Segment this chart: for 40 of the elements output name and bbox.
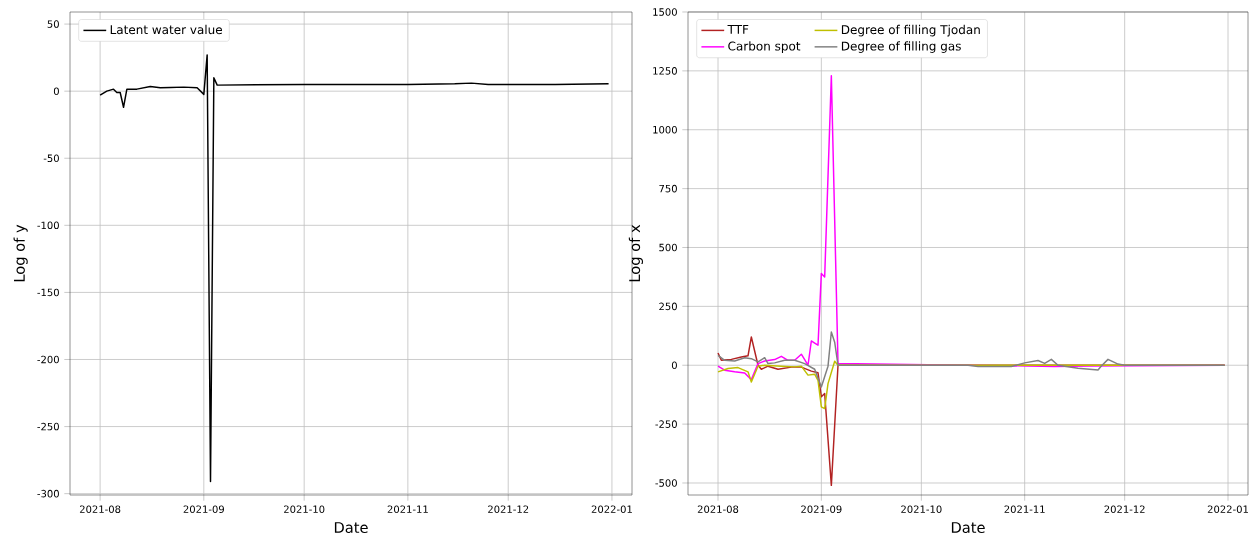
y-axis-title: Log of x	[628, 224, 644, 282]
y-tick-label: 750	[659, 184, 677, 193]
y-tick-label: 1500	[653, 8, 677, 16]
y-tick-label: -50	[43, 154, 59, 163]
y-tick-label: 1250	[653, 67, 677, 75]
x-tick-label: 2021-09	[183, 505, 224, 513]
y-tick-label: -100	[37, 221, 59, 230]
x-tick-label: 2021-12	[1104, 505, 1145, 513]
x-tick-label: 2021-12	[488, 505, 529, 513]
y-tick-label: 0	[671, 361, 677, 370]
x-tick-label: 2021-10	[901, 505, 942, 513]
legend-label: Degree of filling gas	[841, 41, 961, 53]
y-tick-label: 1000	[653, 125, 677, 134]
x-tick-label: 2021-09	[801, 505, 842, 513]
legend-label: Degree of filling Tjodan	[841, 24, 980, 37]
y-tick-label: 500	[659, 243, 677, 252]
x-tick-label: 2021-08	[697, 505, 739, 513]
y-tick-label: -250	[655, 420, 677, 428]
legend-label: TTF	[727, 25, 749, 34]
x-tick-label: 2021-08	[79, 505, 121, 513]
x-axis-title: Date	[334, 522, 368, 534]
y-tick-label: -200	[37, 355, 59, 364]
x-tick-label: 2021-10	[284, 505, 325, 513]
y-tick-label: -250	[37, 422, 59, 431]
x-axis-title: Date	[951, 522, 985, 534]
y-tick-label: 50	[47, 20, 59, 28]
y-tick-label: -300	[37, 489, 59, 498]
y-axis-title: Log of y	[13, 224, 28, 282]
x-tick-label: 2021-11	[1004, 505, 1045, 513]
line-series	[717, 331, 1226, 388]
y-tick-label: 0	[53, 87, 59, 95]
x-tick-label: 2022-01	[591, 505, 632, 513]
y-tick-label: -150	[37, 288, 59, 297]
legend-label: Latent water value	[110, 24, 222, 35]
y-tick-label: 250	[659, 302, 677, 311]
x-tick-label: 2021-11	[387, 505, 428, 513]
legend-label: Carbon spot	[728, 41, 801, 53]
y-tick-label: -500	[655, 479, 677, 487]
line-series	[99, 54, 610, 483]
x-tick-label: 2022-01	[1207, 505, 1248, 513]
